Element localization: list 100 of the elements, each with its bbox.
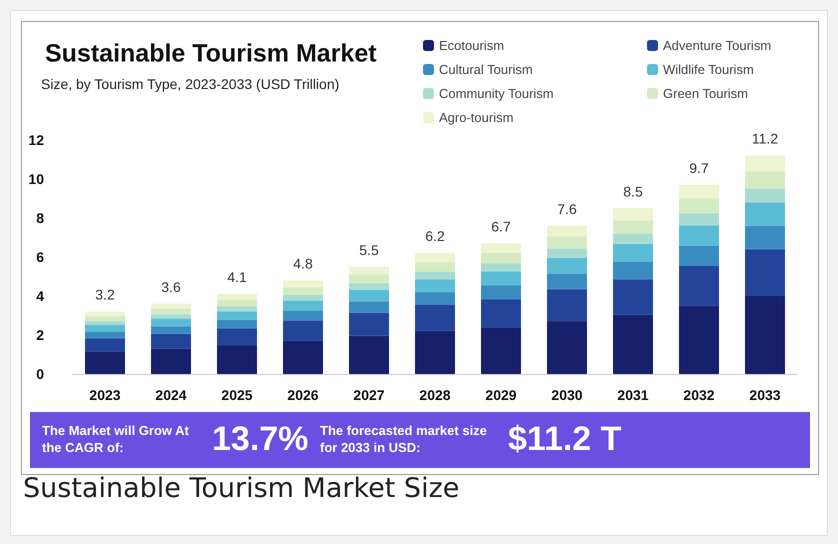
bar [217,294,257,300]
total-label: 11.2 [752,130,778,147]
bar [547,274,587,290]
bar [547,226,587,237]
bar [283,320,323,341]
bar [283,310,323,321]
y-tick-label: 2 [36,327,44,343]
text: 13.7% [212,420,308,459]
total-label: 3.2 [95,286,115,303]
y-tick-label: 12 [28,132,44,148]
bar [151,304,191,309]
x-tick-label: 2023 [89,387,121,403]
bar [85,338,125,352]
bar [85,312,125,316]
bar [613,314,653,374]
bar [613,220,653,234]
total-label: 9.7 [689,160,709,176]
bar [217,328,257,346]
bar [679,246,719,266]
bar [745,249,785,296]
x-tick-label: 2024 [155,387,187,403]
bar [85,332,125,338]
legend-label: Cultural Tourism [439,62,533,77]
bar [151,318,191,326]
bar [679,214,719,226]
bar [415,292,455,305]
text: The forecasted market size for 2033 in USD: [320,422,488,456]
chart-subtitle: Size, by Tourism Type, 2023-2033 (USD Trillion) [41,76,340,92]
total-label: 4.1 [227,269,247,286]
bar [679,225,719,246]
bar [745,188,785,202]
legend-label: Adventure Tourism [663,38,772,53]
bar [481,300,521,328]
bar [283,340,323,374]
bar [85,321,125,326]
bar [151,348,191,374]
bar [613,262,653,280]
legend-label: Agro-tourism [439,110,514,125]
total-label: 6.2 [425,228,445,244]
bar [85,325,125,332]
x-tick-label: 2028 [419,387,451,403]
bar [613,279,653,315]
total-label: 6.7 [491,218,511,234]
y-tick-label: 4 [36,288,44,304]
bar [283,300,323,311]
bar [415,330,455,374]
bar [217,306,257,312]
total-label: 7.6 [557,200,577,217]
bar [613,244,653,262]
bar [349,336,389,374]
x-tick-label: 2029 [485,387,517,403]
total-label: 4.8 [293,255,313,272]
x-tick-label: 2031 [617,387,649,403]
bar [415,253,455,262]
bar [283,280,323,288]
total-label: 3.6 [161,278,181,295]
bar [481,243,521,253]
bar [415,279,455,292]
bar [85,352,125,374]
legend-label: Community Tourism [439,86,554,101]
bar [547,321,587,374]
bar [481,327,521,374]
bar [415,262,455,272]
bar [85,316,125,322]
bar [745,226,785,250]
bar [151,308,191,314]
x-tick-label: 2030 [551,387,583,403]
bar [547,236,587,248]
bar [481,263,521,272]
bar [217,311,257,320]
bar [745,171,785,189]
text: The Market will Grow At the CAGR of: [42,422,190,456]
x-tick-label: 2026 [287,387,319,403]
bar [349,283,389,290]
bar [283,294,323,301]
bar [613,208,653,220]
total-label: 5.5 [359,242,379,258]
bar [151,334,191,349]
total-label: 8.5 [623,183,643,200]
y-tick-label: 8 [36,210,44,226]
bar [745,202,785,226]
legend-label: Green Tourism [663,86,748,101]
x-tick-label: 2033 [749,387,781,403]
bar [547,289,587,322]
x-tick-label: 2032 [683,387,715,403]
bar [547,258,587,274]
chart-title: Sustainable Tourism Market [45,40,378,68]
text: $11.2 T [508,420,622,459]
bar [481,271,521,286]
text: Sustainable Tourism Market Size [23,473,460,504]
bar [349,290,389,302]
bar [151,326,191,334]
y-tick-label: 10 [28,171,44,187]
bar [151,314,191,319]
bar [679,184,719,198]
bar [613,234,653,244]
bar [481,285,521,300]
x-tick-label: 2027 [353,387,385,403]
bar [679,266,719,307]
bar [415,304,455,331]
